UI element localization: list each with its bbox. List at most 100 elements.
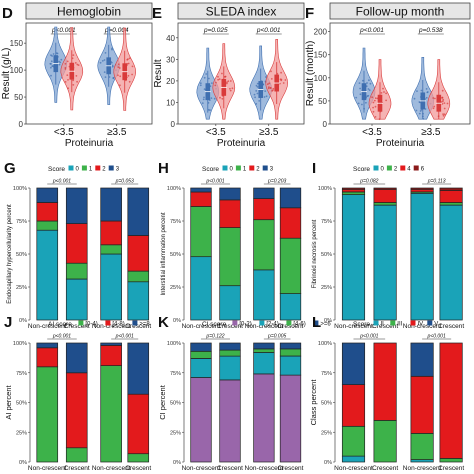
data-point <box>256 92 259 95</box>
bar-segment <box>100 220 122 246</box>
legend-swatch <box>78 320 84 326</box>
data-point <box>131 73 134 76</box>
data-point <box>355 96 358 99</box>
data-point <box>213 97 216 100</box>
y-tick-label: 50 <box>318 97 327 106</box>
bar-segment <box>410 342 434 377</box>
legend-swatch <box>373 320 379 326</box>
x-tick-label: <3.5 <box>54 127 74 138</box>
bar-segment <box>279 355 302 376</box>
data-point <box>369 82 372 85</box>
x-tick-label: Crescent <box>277 323 303 330</box>
y-tick-label: 75% <box>170 219 181 225</box>
bar-segment <box>341 187 366 190</box>
data-point <box>372 106 374 109</box>
bar-segment <box>219 227 241 287</box>
legend-label: 2 <box>256 167 260 173</box>
data-point <box>76 80 78 83</box>
data-point <box>211 82 213 84</box>
x-tick-label: Non-crescent <box>334 323 373 330</box>
bar-segment <box>36 342 59 349</box>
data-point <box>443 107 446 110</box>
x-tick-label: Non-crescent <box>403 323 442 330</box>
data-point <box>419 101 421 104</box>
data-point <box>268 82 271 85</box>
y-tick-label: 25% <box>321 430 332 436</box>
bar-segment <box>341 188 366 193</box>
data-point <box>256 86 259 88</box>
data-point <box>368 79 370 82</box>
data-point <box>203 76 206 79</box>
bar-panel-g: G Score 0 1 2 3 0% 25% 50% 75% 100% Endocapillary h… <box>4 160 151 330</box>
data-point <box>258 100 261 102</box>
bar-segment <box>127 453 150 463</box>
data-point <box>51 55 53 57</box>
bar-segment <box>190 350 212 359</box>
bar-segment <box>190 377 212 463</box>
legend-label: 4 <box>407 167 411 173</box>
p-value-label: p<0.001 <box>51 27 76 34</box>
data-point <box>383 91 385 93</box>
data-point <box>442 98 445 101</box>
data-point <box>265 95 268 98</box>
data-point <box>366 95 369 98</box>
data-point <box>446 102 449 105</box>
bar-segment <box>253 342 275 350</box>
x-tick-label: <3.5 <box>206 127 226 138</box>
p-value-label: p=0.113 <box>427 179 446 185</box>
bar-segment <box>127 235 150 272</box>
y-tick-label: 25% <box>321 285 332 291</box>
x-axis-label: Proteinuria <box>217 138 266 149</box>
data-point <box>56 52 59 55</box>
y-tick-label: 75% <box>16 371 27 377</box>
p-value-label: p=0.122 <box>205 334 224 340</box>
bar-segment <box>410 459 434 463</box>
data-point <box>209 109 211 111</box>
data-point <box>199 84 202 87</box>
bar-segment <box>65 187 88 224</box>
data-point <box>224 75 227 78</box>
bar-segment <box>341 191 366 195</box>
legend-label: II <box>381 322 385 328</box>
bar-segment <box>439 342 463 459</box>
data-point <box>117 74 119 77</box>
data-point <box>72 79 75 82</box>
bar-segment <box>439 190 463 203</box>
legend-swatch <box>286 320 292 326</box>
data-point <box>119 84 121 87</box>
y-axis-label: Endocapillary hypercellularity percent <box>7 204 13 304</box>
x-tick-label: Crescent <box>277 465 303 472</box>
p-value-label: p<0.001 <box>359 27 384 34</box>
bar-segment <box>100 244 122 255</box>
y-tick-label: 40 <box>166 34 175 43</box>
data-point <box>72 84 75 86</box>
bar-segment <box>127 187 150 236</box>
data-point <box>50 66 52 69</box>
data-point <box>50 74 52 77</box>
data-point <box>434 97 436 100</box>
data-point <box>270 78 273 80</box>
data-point <box>67 79 69 81</box>
x-tick-label: ≥3.5 <box>259 127 279 138</box>
panel-title: Hemoglobin <box>57 5 121 19</box>
panel-letter: G <box>4 160 16 177</box>
y-tick-label: 0% <box>324 460 332 466</box>
data-point <box>413 97 416 100</box>
x-tick-label: Non-crescent <box>245 465 284 472</box>
data-point <box>359 93 362 96</box>
data-point <box>270 70 272 73</box>
title-strip <box>177 2 305 20</box>
bar-segment <box>190 256 212 321</box>
bar-segment <box>341 455 366 463</box>
bar-segment <box>65 262 88 280</box>
bar-segment <box>100 342 122 346</box>
legend-swatch <box>390 320 396 326</box>
data-point <box>117 66 120 69</box>
legend-label: V <box>434 322 438 328</box>
data-point <box>104 52 107 54</box>
bar-segment <box>219 187 241 201</box>
x-tick-label: Non-crescent <box>28 465 67 472</box>
data-point <box>208 77 210 80</box>
bar-segment <box>341 384 366 427</box>
